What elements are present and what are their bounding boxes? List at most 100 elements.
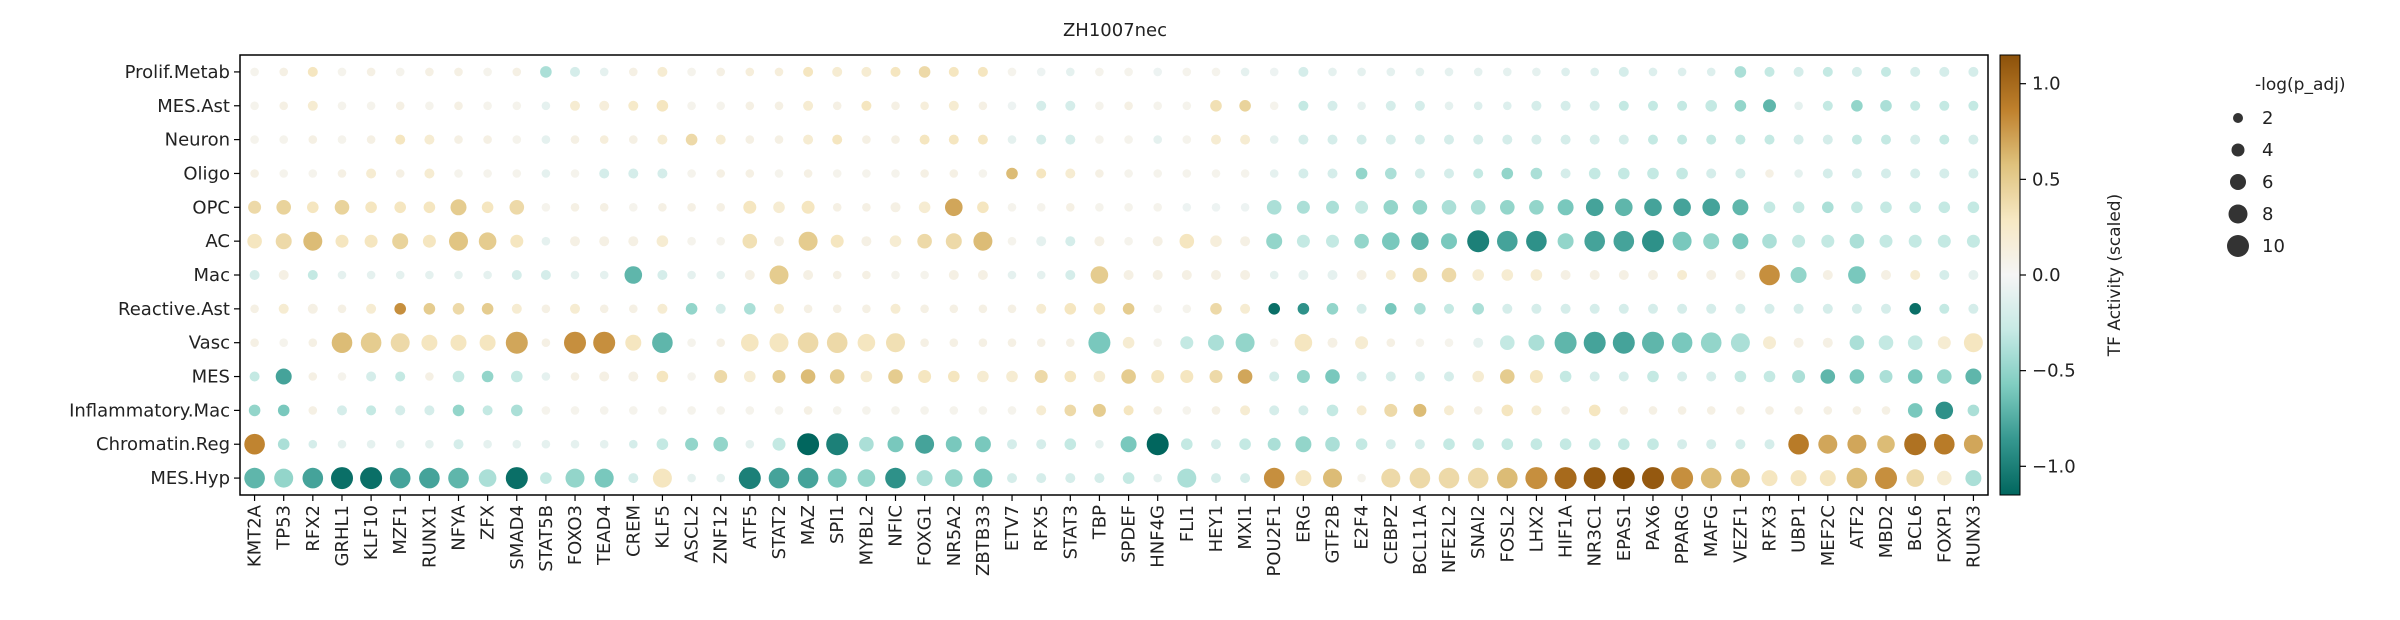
dot-MES.Hyp-MAZ (797, 467, 819, 489)
dot-MES-GRHL1 (337, 372, 347, 381)
col-label-RFX5: RFX5 (1031, 505, 1052, 552)
dot-MES.Ast-ASCL2 (687, 101, 696, 111)
dot-MES.Hyp-TBP (1094, 473, 1105, 484)
dot-Oligo-ZFX (483, 169, 492, 178)
dot-Neuron-NR5A2 (948, 134, 959, 145)
dot-MES-RFX5 (1034, 370, 1048, 383)
dot-AC-UBP1 (1792, 234, 1806, 248)
col-label-HIF1A: HIF1A (1556, 504, 1577, 558)
dot-OPC-MZF1 (394, 201, 407, 214)
size-legend-label: 8 (2262, 204, 2273, 225)
dot-Chromatin.Reg-ATF2 (1847, 434, 1867, 454)
dot-MES.Hyp-FOXP1 (1937, 470, 1952, 486)
dot-MES-RFX3 (1763, 370, 1776, 383)
col-label-NR5A2: NR5A2 (944, 505, 965, 566)
dot-Chromatin.Reg-MAZ (797, 433, 820, 456)
size-legend-label: 2 (2262, 108, 2273, 129)
dot-Mac-UBP1 (1790, 267, 1807, 283)
dot-MES.Ast-TEAD4 (599, 100, 610, 111)
dot-Chromatin.Reg-NR5A2 (945, 436, 962, 453)
dot-Prolif.Metab-CREM (629, 67, 638, 77)
dot-MES.Hyp-POU2F1 (1263, 467, 1285, 489)
dot-MES.Hyp-MYBL2 (857, 469, 876, 487)
dot-Mac-HIF1A (1560, 270, 1571, 280)
dot-OPC-TBP (1095, 203, 1104, 212)
dot-Mac-TEAD4 (599, 270, 609, 280)
dot-OPC-CREM (629, 203, 638, 212)
dot-Mac-MEF2C (1822, 270, 1833, 280)
dot-Inflammatory.Mac-MXI1 (1240, 405, 1251, 416)
dot-AC-ATF2 (1849, 233, 1865, 249)
dot-MES.Hyp-HNF4G (1153, 473, 1162, 483)
dot-Inflammatory.Mac-STAT2 (774, 406, 784, 415)
dot-Chromatin.Reg-TBP (1095, 439, 1104, 449)
dot-Chromatin.Reg-STAT2 (772, 437, 786, 451)
dot-Inflammatory.Mac-MAFG (1706, 406, 1716, 415)
dot-AC-ASCL2 (687, 236, 696, 246)
dot-Prolif.Metab-UBP1 (1793, 66, 1804, 77)
dot-Oligo-ASCL2 (687, 169, 696, 178)
dot-MES-NFYA (452, 370, 465, 383)
dot-Prolif.Metab-SPI1 (832, 66, 843, 77)
dot-MES.Hyp-CEBPZ (1381, 468, 1401, 488)
dot-Mac-TBP (1090, 266, 1109, 284)
dot-MES-PPARG (1677, 371, 1688, 382)
dot-Neuron-ATF5 (745, 135, 755, 144)
dot-Neuron-FOXP1 (1939, 134, 1950, 145)
dot-MES.Hyp-GTF2B (1323, 468, 1342, 488)
dot-Mac-HEY1 (1211, 270, 1221, 280)
dot-Mac-ATF2 (1848, 266, 1866, 284)
dot-Mac-FOSL2 (1501, 269, 1514, 281)
col-label-KLF10: KLF10 (361, 505, 382, 560)
dot-MES-BCL11A (1414, 371, 1425, 382)
dot-MES-FOXP1 (1937, 369, 1952, 384)
dot-Reactive.Ast-ERG (1297, 303, 1310, 315)
dot-OPC-POU2F1 (1266, 200, 1282, 215)
col-label-VEZF1: VEZF1 (1730, 505, 1751, 563)
dot-OPC-MAFG (1702, 198, 1720, 217)
dot-AC-LHX2 (1526, 230, 1547, 252)
dot-MES-ZFX (481, 370, 494, 383)
dot-MES.Hyp-ATF5 (738, 467, 761, 490)
dot-MES-VEZF1 (1734, 370, 1747, 383)
dot-Prolif.Metab-VEZF1 (1734, 66, 1747, 78)
dot-Mac-RFX2 (307, 270, 318, 280)
col-label-MZF1: MZF1 (390, 505, 411, 555)
dot-MES-TEAD4 (599, 371, 610, 382)
dot-Inflammatory.Mac-TEAD4 (599, 406, 609, 415)
dot-MES.Ast-RUNX1 (425, 101, 434, 111)
dot-Inflammatory.Mac-RFX2 (308, 406, 318, 415)
dot-MES.Ast-PPARG (1677, 100, 1688, 111)
dot-AC-RFX3 (1762, 233, 1777, 249)
dot-Vasc-NFE2L2 (1444, 338, 1454, 348)
dot-Prolif.Metab-ERG (1298, 66, 1309, 77)
dot-Neuron-VEZF1 (1735, 134, 1746, 145)
dot-Reactive.Ast-TP53 (278, 303, 289, 314)
dot-Prolif.Metab-NFE2L2 (1444, 67, 1454, 77)
dot-AC-SPDEF (1124, 236, 1133, 246)
dot-Vasc-ZNF12 (716, 338, 725, 348)
dot-Inflammatory.Mac-MEF2C (1823, 406, 1833, 415)
dot-Reactive.Ast-ETV7 (1007, 304, 1017, 314)
dot-Prolif.Metab-NFIC (890, 66, 901, 77)
dot-OPC-ZNF12 (716, 203, 725, 212)
dot-Chromatin.Reg-HNF4G (1146, 433, 1169, 456)
dot-AC-RFX5 (1036, 236, 1047, 247)
dot-OPC-ETV7 (1007, 203, 1017, 212)
dot-Vasc-HEY1 (1208, 334, 1224, 351)
dot-AC-MAZ (798, 231, 818, 251)
dot-Chromatin.Reg-MAFG (1706, 439, 1717, 450)
dot-Inflammatory.Mac-EPAS1 (1619, 406, 1629, 415)
dot-Prolif.Metab-NFYA (454, 67, 463, 77)
dot-MES.Ast-FOXO3 (570, 100, 580, 111)
dot-MES.Hyp-BCL11A (1409, 467, 1431, 489)
dot-Oligo-NFE2L2 (1444, 168, 1454, 179)
dot-AC-RFX2 (303, 231, 323, 251)
dot-Prolif.Metab-EPAS1 (1618, 66, 1629, 77)
dot-MES-MBD2 (1879, 370, 1893, 383)
dot-MES.Hyp-ATF2 (1846, 467, 1868, 489)
dot-Reactive.Ast-NFE2L2 (1444, 303, 1454, 314)
dot-Prolif.Metab-FOSL2 (1503, 67, 1512, 77)
dot-Chromatin.Reg-MBD2 (1877, 435, 1895, 454)
dot-MES.Ast-NFE2L2 (1444, 101, 1454, 111)
